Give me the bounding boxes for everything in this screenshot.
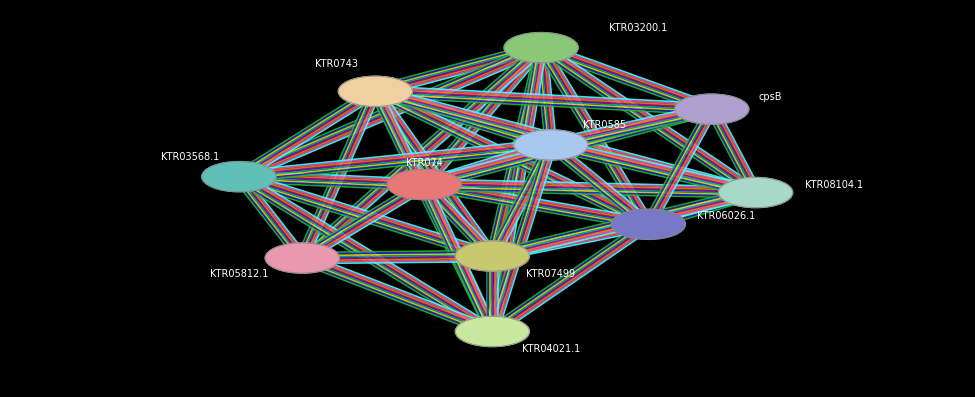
Text: KTR0743: KTR0743 [315,58,358,69]
Text: KTR07499: KTR07499 [526,269,575,279]
Circle shape [338,76,412,106]
Circle shape [514,130,588,160]
Circle shape [455,316,529,347]
Text: KTR06026.1: KTR06026.1 [697,211,756,222]
Text: KTR0585: KTR0585 [583,120,626,130]
Circle shape [455,241,529,271]
Circle shape [719,177,793,208]
Circle shape [675,94,749,124]
Circle shape [265,243,339,273]
Circle shape [202,162,276,192]
Text: KTR05812.1: KTR05812.1 [210,269,268,279]
Circle shape [611,209,685,239]
Text: KTR04021.1: KTR04021.1 [522,344,580,355]
Text: KTR03568.1: KTR03568.1 [161,152,219,162]
Text: KTR08104.1: KTR08104.1 [804,179,863,190]
Text: cpsB: cpsB [759,92,782,102]
Circle shape [504,33,578,63]
Circle shape [387,170,461,200]
Text: KTR074: KTR074 [406,158,443,168]
Text: KTR03200.1: KTR03200.1 [609,23,668,33]
